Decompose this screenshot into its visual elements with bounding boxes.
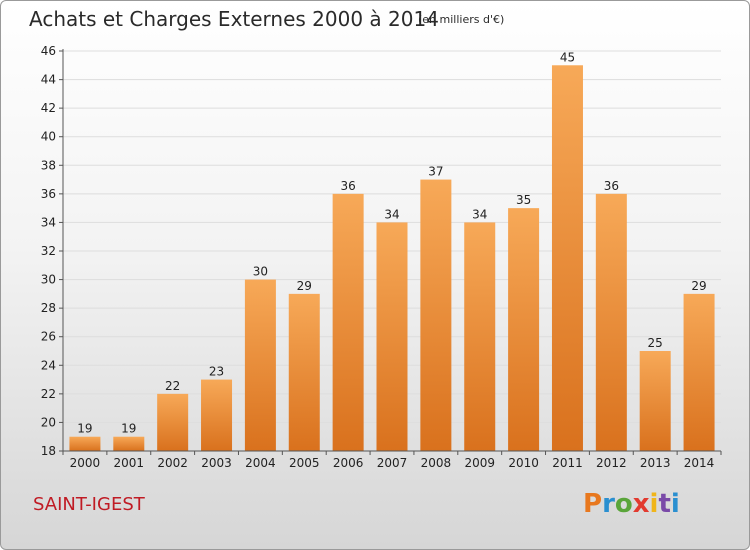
x-tick-label: 2004 [245,456,276,470]
data-label: 36 [604,179,619,193]
y-tick-label: 38 [41,158,56,172]
data-label: 29 [691,279,706,293]
chart-subtitle: (en milliers d'€) [418,13,505,26]
data-label: 30 [253,265,268,279]
logo-letter: x [632,489,650,519]
data-label: 34 [384,207,399,221]
y-tick-label: 22 [41,387,56,401]
x-tick-label: 2007 [377,456,408,470]
y-tick-label: 32 [41,244,56,258]
y-tick-label: 20 [41,415,56,429]
x-tick-label: 2014 [684,456,715,470]
logo-letter: t [658,489,671,519]
data-label: 25 [648,336,663,350]
data-label: 29 [297,279,312,293]
chart-title: Achats et Charges Externes 2000 à 2014 [29,7,439,31]
x-tick-label: 2002 [157,456,188,470]
bar-2006 [332,193,364,451]
data-label: 34 [472,207,487,221]
y-tick-label: 34 [41,215,56,229]
bar-2001 [113,436,145,451]
data-label: 19 [77,422,92,436]
logo-letter: i [649,489,659,519]
bar-2007 [376,222,408,451]
logo-letter: r [602,489,615,519]
data-label: 22 [165,379,180,393]
logo-letter: o [614,489,633,519]
x-tick-label: 2013 [640,456,671,470]
x-tick-label: 2000 [70,456,101,470]
data-label: 36 [340,179,355,193]
bar-2004 [244,279,276,451]
x-tick-label: 2010 [508,456,539,470]
bar-2013 [639,351,671,451]
x-tick-label: 2012 [596,456,627,470]
x-tick-label: 2011 [552,456,583,470]
proxiti-logo: Proxiti [583,489,680,519]
x-tick-label: 2009 [464,456,495,470]
data-label: 23 [209,365,224,379]
x-tick-label: 2008 [421,456,452,470]
y-tick-label: 24 [41,358,56,372]
x-tick-label: 2006 [333,456,364,470]
logo-letter: i [670,489,680,519]
x-tick-label: 2001 [114,456,145,470]
data-label: 19 [121,422,136,436]
bar-2008 [420,179,452,452]
labels-layer: 18 20 22 24 26 28 30 32 34 36 38 40 42 44 46 2000 19 2001… [41,44,715,470]
y-tick-label: 46 [41,44,56,58]
y-tick-label: 36 [41,187,56,201]
x-tick-label: 2003 [201,456,232,470]
y-tick-label: 40 [41,130,56,144]
bar-2010 [508,208,540,451]
bar-2002 [157,393,189,451]
data-label: 35 [516,193,531,207]
bar-2012 [595,193,627,451]
axis-layer [59,49,722,455]
logo-letter: P [583,489,603,519]
commune-name: SAINT-IGEST [33,494,145,515]
y-tick-label: 42 [41,101,56,115]
y-tick-label: 44 [41,73,56,87]
bar-2011 [551,65,583,452]
bar-2014 [683,293,715,451]
y-tick-label: 18 [41,444,56,458]
data-label: 37 [428,165,443,179]
bar-2000 [69,436,101,451]
y-tick-label: 26 [41,330,56,344]
bars-layer [69,65,715,452]
y-tick-label: 30 [41,273,56,287]
bar-2003 [201,379,233,451]
x-tick-label: 2005 [289,456,320,470]
y-tick-label: 28 [41,301,56,315]
bar-2005 [288,293,320,451]
bar-2009 [464,222,496,451]
data-label: 45 [560,50,575,64]
